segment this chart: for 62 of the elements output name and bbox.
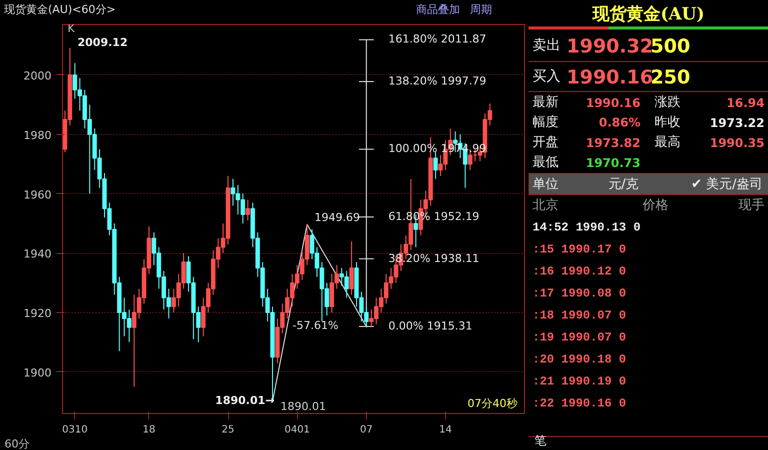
text: :21 1990.19 0 bbox=[532, 374, 626, 388]
text: :16 1990.12 0 bbox=[532, 264, 626, 278]
text: 开盘 bbox=[532, 135, 558, 150]
text: :22 1990.16 0 bbox=[532, 396, 626, 410]
text: 单位 bbox=[532, 177, 558, 192]
ref-line-label: 161.80% 2011.87 bbox=[388, 32, 486, 46]
text: 涨跌 bbox=[654, 95, 680, 110]
x-tick-label: 14 bbox=[439, 424, 452, 436]
text: ✔ 美元/盎司 bbox=[691, 176, 762, 192]
text: 16.94 bbox=[726, 96, 765, 110]
text: :18 1990.07 0 bbox=[532, 308, 626, 322]
annotation: 2009.12 bbox=[78, 36, 128, 49]
text: 250 bbox=[650, 66, 690, 88]
y-tick-label: 1920 bbox=[24, 307, 52, 320]
x-tick-label: 18 bbox=[142, 424, 156, 436]
text: 最高 bbox=[654, 134, 680, 150]
text: 幅度 bbox=[532, 114, 558, 130]
y-tick-label: 1900 bbox=[24, 366, 52, 380]
text: 1990.32 bbox=[566, 36, 654, 58]
ref-line-label: 0.00% 1915.31 bbox=[388, 319, 472, 332]
y-tick-label: 1940 bbox=[24, 248, 52, 261]
x-tick-label: 25 bbox=[222, 424, 234, 436]
text: 周期 bbox=[470, 2, 492, 18]
annotation: 1949.69 bbox=[314, 211, 360, 224]
text: 最低 bbox=[532, 155, 558, 170]
annotation: 1890.01 bbox=[280, 400, 326, 413]
text: 卖出 bbox=[532, 38, 560, 54]
text: 1973.22 bbox=[710, 116, 764, 130]
annotation: 07分40秒 bbox=[468, 397, 518, 410]
text: :15 1990.17 0 bbox=[532, 242, 626, 256]
annotation: -57.61% bbox=[292, 319, 338, 332]
text: 买入 bbox=[532, 68, 560, 84]
text: 1990.16 bbox=[586, 96, 640, 110]
text: 现手 bbox=[738, 198, 764, 213]
text: :17 1990.08 0 bbox=[532, 286, 626, 300]
ref-line-label: 138.20% 1997.79 bbox=[388, 74, 486, 88]
text: 笔 bbox=[534, 434, 546, 448]
text: 1990.16 bbox=[566, 66, 654, 88]
y-tick-label: 2000 bbox=[24, 69, 52, 82]
text: 商品叠加 bbox=[416, 2, 460, 18]
text: :19 1990.07 0 bbox=[532, 330, 626, 344]
text: 现货黄金(AU) bbox=[591, 4, 705, 24]
annotation: 1890.01→ bbox=[215, 394, 275, 407]
x-tick-label: 07 bbox=[360, 424, 373, 436]
text: 价格 bbox=[642, 198, 668, 213]
text: 昨收 bbox=[654, 115, 680, 130]
text: 60分 bbox=[4, 438, 30, 450]
text: 500 bbox=[650, 36, 690, 58]
x-tick-label: 0401 bbox=[284, 424, 310, 436]
x-tick-label: 0310 bbox=[62, 424, 88, 436]
text: :20 1990.18 0 bbox=[532, 352, 626, 366]
text: 最新 bbox=[532, 95, 558, 110]
text: 北京 bbox=[532, 198, 558, 213]
text: 14:52 1990.13 0 bbox=[532, 220, 641, 234]
chart-title: 现货黄金(AU)<60分> bbox=[4, 2, 116, 18]
text: 元/克 bbox=[608, 177, 639, 192]
text: 0.86% bbox=[598, 116, 641, 130]
y-tick-label: 1960 bbox=[24, 188, 52, 202]
text: 1990.35 bbox=[710, 136, 764, 150]
text: 1973.82 bbox=[586, 136, 640, 150]
text: 1970.73 bbox=[586, 156, 640, 170]
y-tick-label: 1980 bbox=[24, 128, 52, 142]
